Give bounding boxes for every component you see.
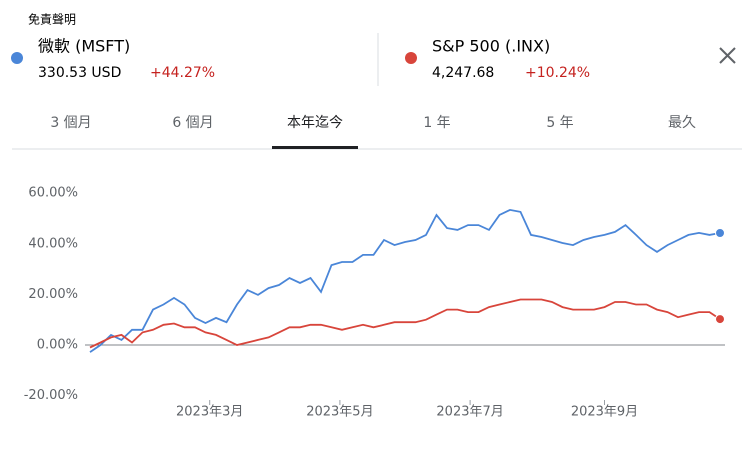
tab[interactable]: 1 年 [423, 115, 450, 131]
legend-dot [11, 52, 23, 64]
x-tick-label: 2023年5月 [306, 405, 373, 420]
tab-underline [272, 146, 358, 149]
end-dot [715, 227, 725, 238]
quote-name: 微軟 (MSFT) [38, 37, 130, 56]
quote-change: +44.27% [150, 65, 215, 81]
series-line [89, 298, 721, 349]
close-button[interactable] [719, 47, 736, 64]
quote-price: 4,247.68 [432, 65, 494, 81]
tab[interactable]: 3 個月 [50, 115, 91, 131]
quote-price: 330.53 USD [38, 65, 121, 81]
tab[interactable]: 5 年 [546, 115, 573, 131]
tab[interactable]: 本年迄今 [287, 115, 343, 131]
series-line [89, 208, 721, 353]
y-tick-label: 0.00% [37, 338, 78, 353]
y-tick-label: 20.00% [28, 287, 78, 302]
end-dot [715, 314, 725, 325]
x-tick-label: 2023年7月 [436, 405, 503, 420]
tab[interactable]: 6 個月 [172, 115, 213, 131]
legend-dot [405, 52, 417, 64]
x-tick-label: 2023年3月 [176, 405, 243, 420]
quote-change: +10.24% [525, 65, 590, 81]
y-tick-label: -20.00% [24, 388, 78, 403]
disclaimer[interactable]: 免責聲明 [28, 12, 76, 27]
quote-name: S&P 500 (.INX) [432, 37, 550, 56]
y-tick-label: 60.00% [28, 186, 78, 201]
y-tick-label: 40.00% [28, 236, 78, 251]
tab[interactable]: 最久 [668, 115, 696, 131]
x-tick-label: 2023年9月 [571, 405, 638, 420]
